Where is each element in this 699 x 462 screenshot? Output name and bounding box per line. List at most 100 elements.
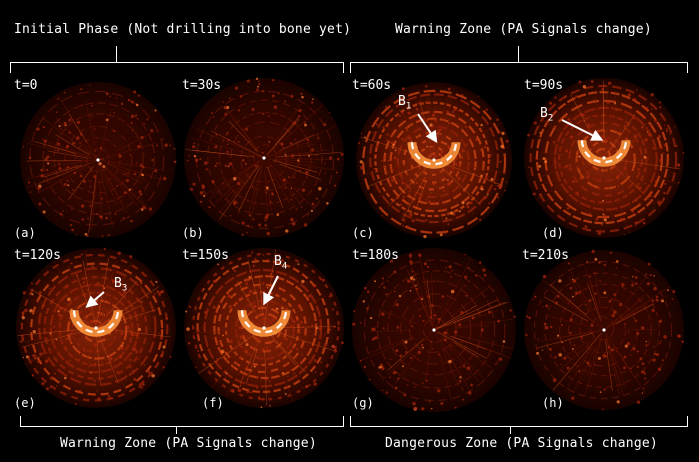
speckle	[634, 221, 638, 225]
speckle	[215, 133, 218, 136]
speckle	[480, 187, 484, 191]
speckle	[381, 312, 385, 316]
speckle	[588, 299, 592, 303]
speckle	[611, 313, 615, 318]
speckle	[93, 379, 96, 382]
speckle	[448, 121, 451, 125]
speckle	[66, 165, 70, 169]
speckle	[431, 304, 434, 307]
bracket-warning-zone-top	[350, 62, 688, 73]
streak	[608, 281, 621, 316]
speckle	[301, 273, 305, 276]
speckle	[480, 174, 483, 178]
speckle	[601, 408, 604, 411]
speckle	[408, 193, 410, 195]
speckle	[550, 325, 553, 329]
speckle	[385, 124, 389, 128]
speckle	[154, 365, 157, 368]
streak	[613, 116, 655, 151]
speckle	[643, 387, 645, 390]
streak	[403, 165, 432, 226]
speckle	[414, 406, 418, 410]
speckle	[311, 148, 315, 152]
speckle	[552, 378, 557, 382]
streak	[213, 331, 260, 373]
speckle	[139, 193, 143, 196]
streak	[431, 274, 435, 326]
streak	[115, 128, 161, 152]
pa-image-g	[352, 248, 516, 412]
ring	[567, 296, 638, 367]
speckle	[260, 406, 263, 409]
speckle	[499, 184, 503, 189]
speckle	[254, 257, 257, 261]
speckle	[311, 98, 314, 100]
streak	[259, 328, 265, 397]
speckle	[266, 231, 271, 236]
speckle	[246, 231, 248, 234]
streak	[99, 259, 118, 315]
speckle	[280, 142, 284, 146]
speckle	[411, 268, 413, 270]
speckle	[571, 347, 574, 350]
speckle	[115, 97, 118, 99]
streak	[605, 167, 614, 224]
ring	[53, 113, 144, 204]
speckle	[576, 166, 578, 168]
speckle	[99, 147, 103, 150]
speckle	[395, 303, 399, 307]
speckle	[359, 160, 363, 164]
speckle	[80, 204, 85, 208]
speckle	[269, 272, 273, 276]
streak	[191, 137, 264, 159]
speckle	[56, 385, 58, 387]
speckle	[290, 217, 294, 222]
speckle	[641, 362, 645, 366]
speckle	[478, 261, 482, 264]
speckle	[212, 279, 217, 284]
speckle	[233, 202, 236, 206]
streak	[222, 334, 260, 381]
speckle	[102, 165, 106, 169]
speckle	[264, 216, 268, 220]
speckle	[368, 378, 371, 381]
speckle	[483, 273, 487, 277]
speckle	[443, 189, 446, 192]
streak	[274, 158, 315, 163]
speckle	[83, 281, 86, 284]
pa-image-b	[184, 77, 344, 238]
speckle	[303, 121, 306, 124]
speckle	[140, 135, 144, 140]
streak	[68, 166, 94, 200]
speckle	[411, 347, 413, 349]
speckle	[142, 206, 147, 210]
boundary-marker-label: B4	[274, 254, 288, 272]
speckle	[484, 198, 486, 200]
speckle	[502, 340, 506, 343]
pointer-arrow	[85, 291, 105, 308]
pa-image-e	[16, 247, 176, 408]
speckle	[405, 148, 407, 151]
speckle	[271, 79, 275, 82]
speckle	[584, 225, 588, 229]
streak	[604, 295, 645, 330]
streak	[55, 134, 90, 155]
streak	[38, 165, 87, 194]
speckle	[385, 391, 388, 394]
speckle	[252, 185, 254, 188]
speckle	[241, 159, 245, 162]
ring	[568, 121, 644, 197]
speckle	[169, 355, 172, 358]
speckle	[650, 92, 654, 97]
speckle	[612, 310, 617, 315]
speckle	[285, 307, 289, 310]
speckle	[203, 288, 205, 290]
speckle	[233, 177, 237, 181]
speckle	[39, 352, 43, 356]
speckle	[262, 290, 266, 294]
speckle	[645, 340, 648, 343]
speckle	[318, 186, 322, 191]
speckle	[381, 159, 383, 162]
streak	[116, 169, 142, 184]
speckle	[324, 162, 326, 165]
